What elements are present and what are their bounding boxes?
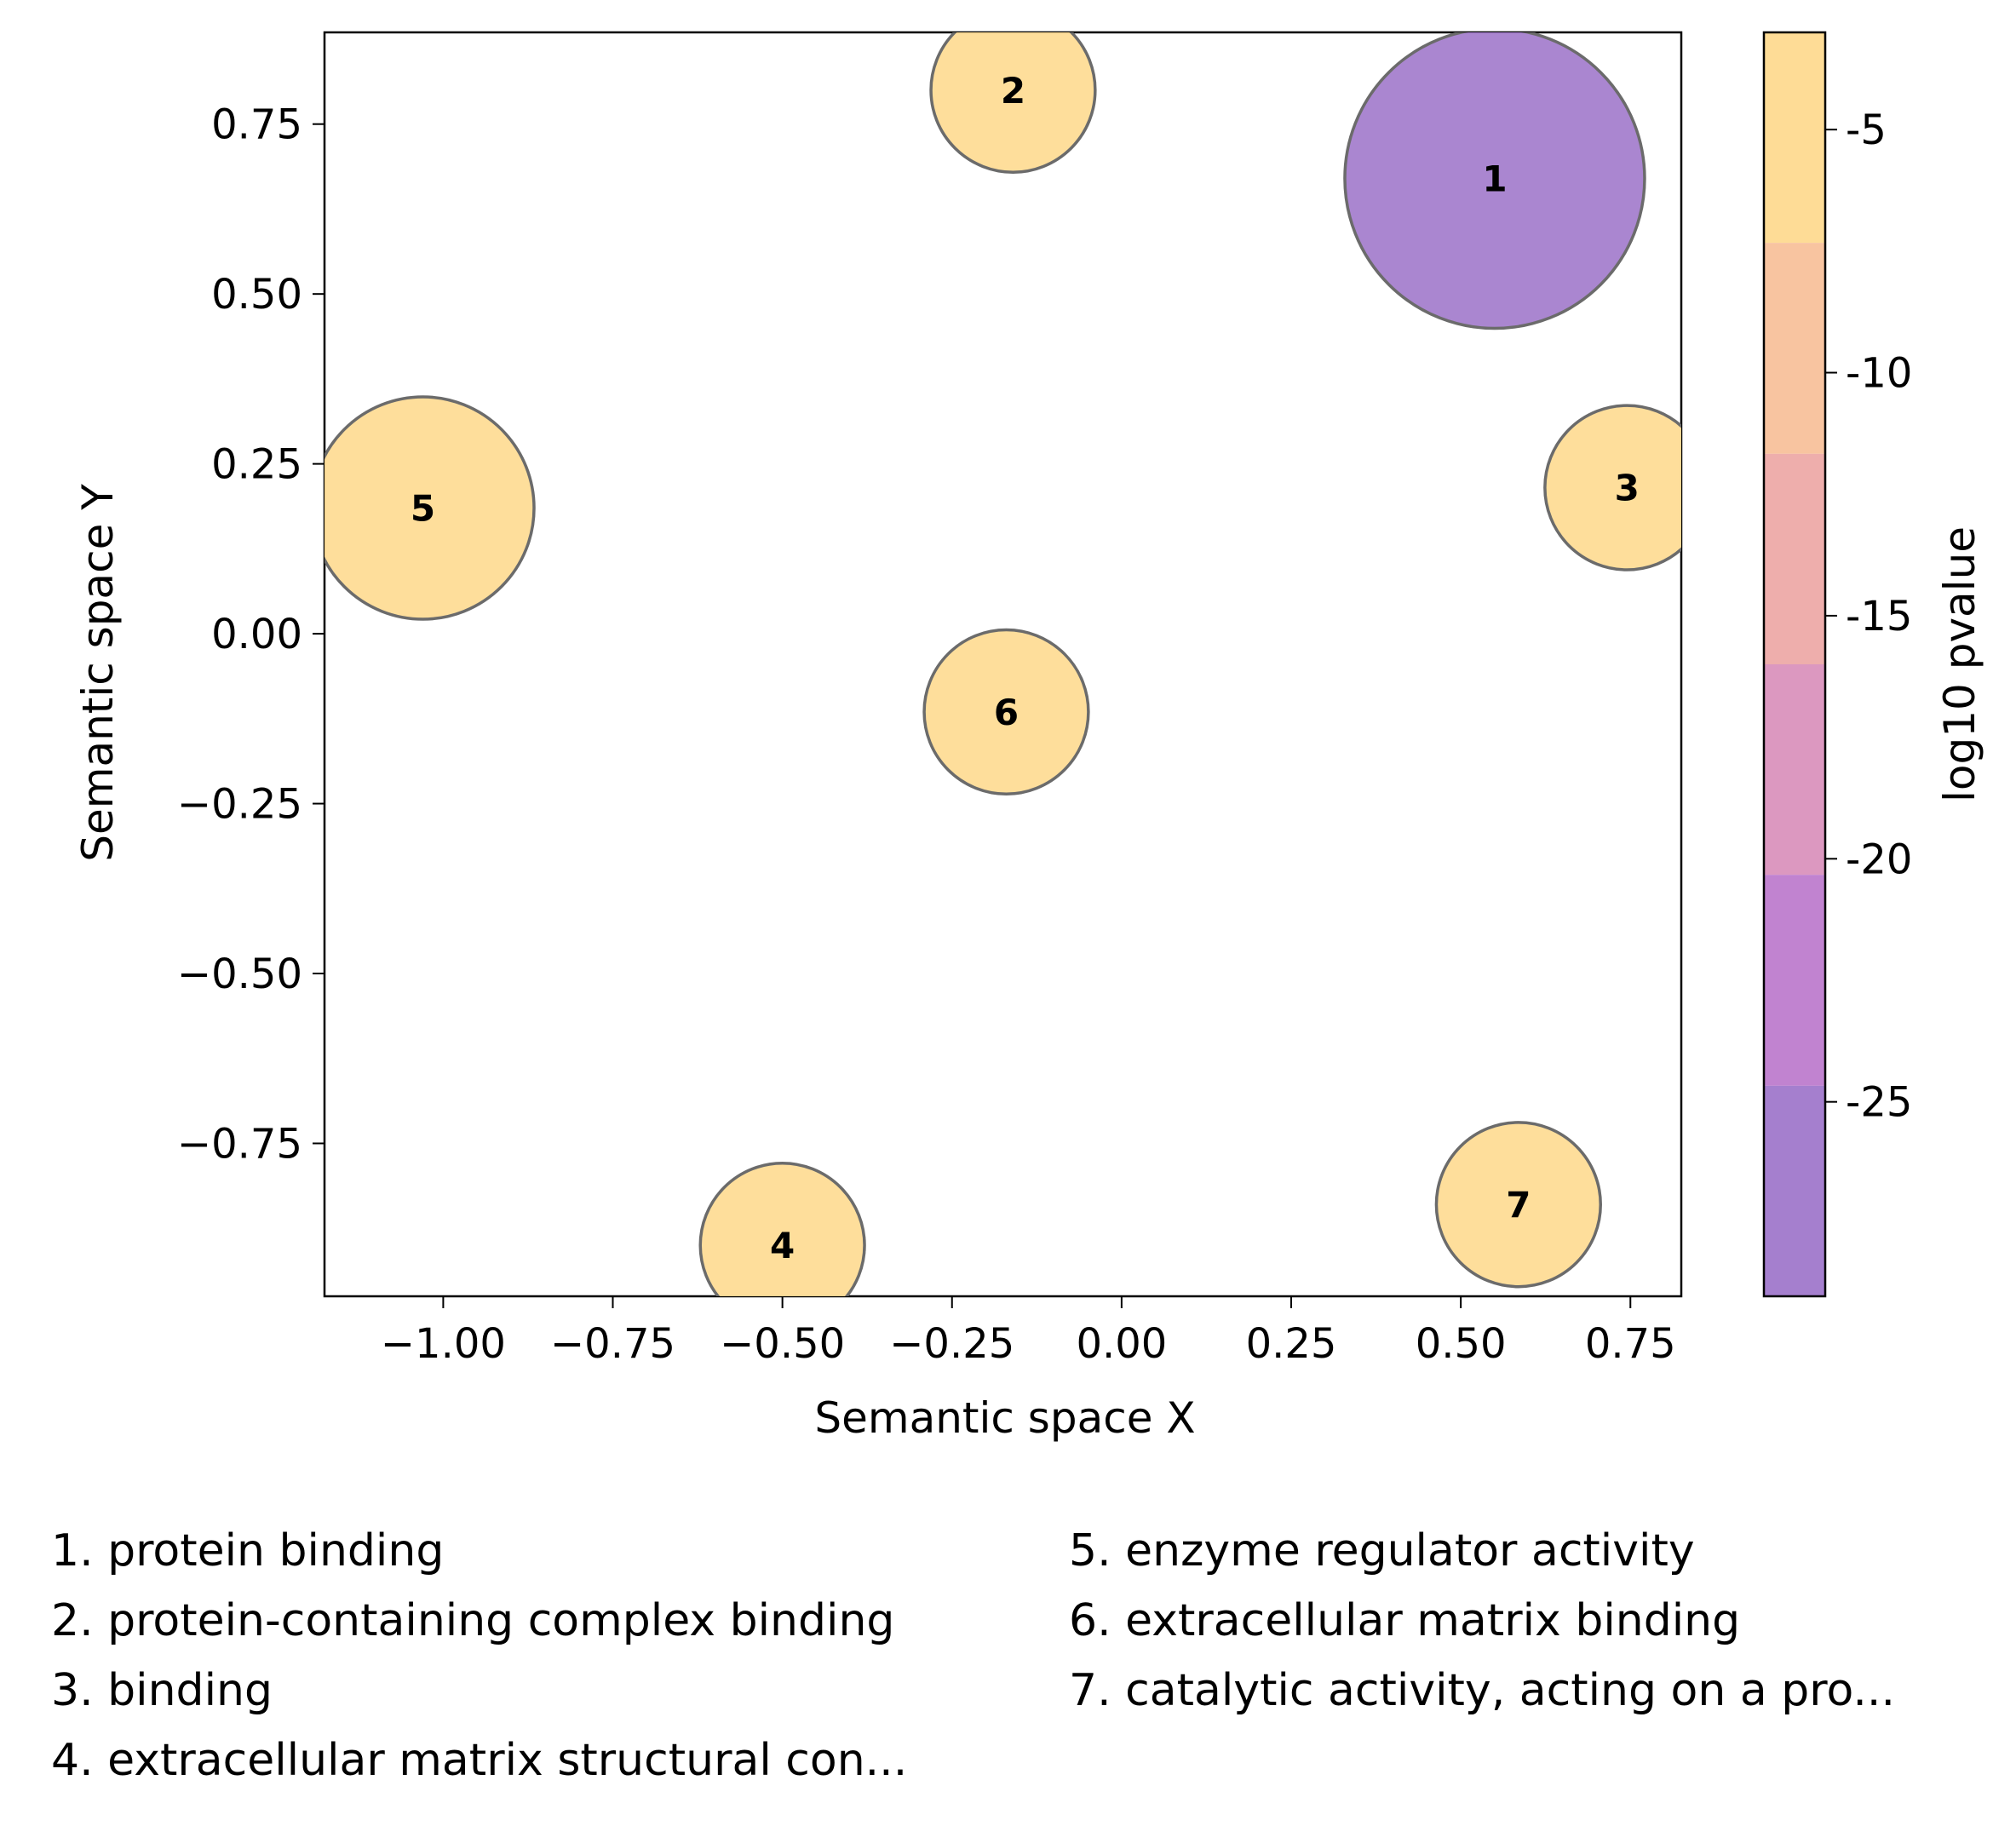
bubble-label-1: 1 (1482, 158, 1507, 200)
x-tick-label: 0.50 (1416, 1320, 1507, 1368)
bubble-3 (1543, 404, 1681, 571)
x-tick-label: 0.00 (1076, 1320, 1167, 1368)
bubble-label-7: 7 (1506, 1184, 1531, 1226)
colorbar: -5 -10 -15 -20 -25 (1762, 31, 1912, 1298)
legend-column-left: 1. protein binding 2. protein-containing… (51, 1516, 907, 1795)
y-tick-label: −0.75 (177, 1120, 302, 1168)
legend-item: 5. enzyme regulator activity (1069, 1525, 1695, 1576)
bubble-7 (1434, 1121, 1602, 1289)
colorbar-band (1764, 875, 1825, 1086)
colorbar-tick-label: -25 (1846, 1079, 1912, 1127)
y-tick-label: −0.50 (177, 950, 302, 998)
colorbar-band (1764, 453, 1825, 664)
colorbar-tick-label: -5 (1846, 106, 1887, 154)
bubble-label-layer: 1 2 3 4 5 6 7 (411, 70, 1640, 1266)
bubble-label-4: 4 (770, 1225, 795, 1266)
y-axis-ticks: 0.75 0.50 0.25 0.00 −0.25 −0.50 −0.75 (177, 101, 325, 1168)
legend-item: 4. extracellular matrix structural con..… (51, 1735, 908, 1786)
bubble-label-6: 6 (994, 692, 1019, 733)
colorbar-band (1764, 664, 1825, 876)
bubbles: 1 2 3 4 5 6 7 (325, 32, 1681, 1296)
colorbar-frame (1762, 31, 1827, 1298)
legend-column-right: 5. enzyme regulator activity 6. extracel… (1069, 1516, 1895, 1726)
colorbar-band (1764, 243, 1825, 454)
bubble-4 (698, 1162, 866, 1296)
bubble-label-5: 5 (411, 487, 435, 529)
bubble-5 (325, 395, 536, 621)
legend-item: 7. catalytic activity, acting on a pro..… (1069, 1665, 1895, 1716)
x-tick-label: 0.25 (1246, 1320, 1337, 1368)
legend-item: 3. binding (51, 1665, 273, 1716)
legend-item: 6. extracellular matrix binding (1069, 1595, 1741, 1646)
y-axis-label: Semantic space Y (73, 484, 123, 862)
y-tick-label: −0.25 (177, 781, 302, 829)
colorbar-band (1764, 1085, 1825, 1296)
legend-item: 2. protein-containing complex binding (51, 1595, 895, 1646)
x-tick-label: −0.75 (550, 1320, 675, 1368)
y-tick-label: 0.00 (211, 611, 302, 658)
x-tick-label: 0.75 (1585, 1320, 1676, 1368)
bubble-layer (325, 32, 1681, 1296)
bubble-1 (1343, 32, 1646, 330)
x-tick-label: −0.25 (889, 1320, 1014, 1368)
x-tick-label: −0.50 (720, 1320, 845, 1368)
y-tick-label: 0.25 (211, 441, 302, 489)
x-axis-ticks: −1.00 −0.75 −0.50 −0.25 0.00 0.25 0.50 0.75 (381, 1296, 1676, 1368)
colorbar-tick-label: -15 (1846, 593, 1912, 640)
bubble-6 (922, 628, 1090, 795)
legend-item: 1. protein binding (51, 1525, 445, 1576)
x-axis-label: Semantic space X (814, 1393, 1195, 1443)
x-tick-label: −1.00 (381, 1320, 506, 1368)
y-tick-label: 0.50 (211, 271, 302, 319)
bubble-label-3: 3 (1615, 468, 1640, 509)
colorbar-tick-label: -20 (1846, 836, 1912, 883)
colorbar-label: log10 pvalue (1935, 526, 1984, 802)
colorbar-band (1764, 32, 1825, 244)
y-tick-label: 0.75 (211, 101, 302, 149)
bubble-label-2: 2 (1001, 70, 1025, 112)
colorbar-tick-label: -10 (1846, 350, 1912, 398)
bubble-2 (929, 32, 1097, 174)
